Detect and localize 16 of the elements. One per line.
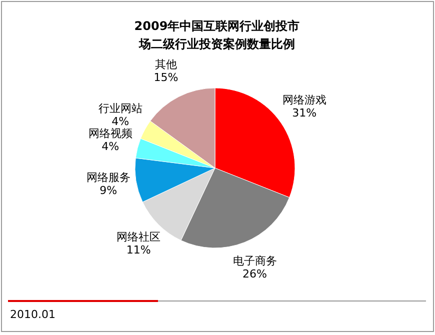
text: 2010.01 xyxy=(10,308,56,321)
data-label: 31% xyxy=(292,106,317,120)
data-label: 4% xyxy=(102,140,120,154)
slice-label: 网络游戏 xyxy=(282,93,326,106)
data-label: 15% xyxy=(154,70,178,84)
slice-label: 网络服务 xyxy=(86,170,130,184)
slice-label: 其他 xyxy=(154,58,177,71)
data-label: 11% xyxy=(126,243,151,256)
data-label: 4% xyxy=(112,114,130,128)
slice-label: 网络视频 xyxy=(88,127,132,140)
slice-label: 网络社区 xyxy=(116,230,161,244)
chart-title: 2009年中国互联网行业创投市场二级行业投资案例数量比例 xyxy=(134,19,300,51)
data-label: 26% xyxy=(242,267,267,280)
slice-label: 电子商务 xyxy=(232,254,277,268)
data-label: 9% xyxy=(100,184,118,197)
slice-label: 行业网站 xyxy=(98,102,142,115)
